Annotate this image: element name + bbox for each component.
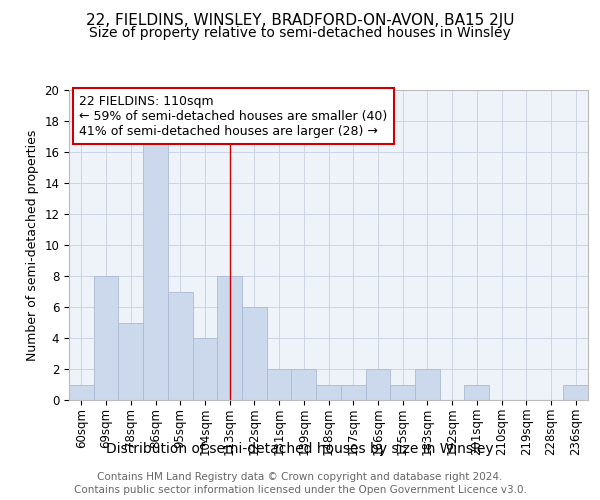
Bar [168,292,193,400]
Text: Distribution of semi-detached houses by size in Winsley: Distribution of semi-detached houses by … [106,442,494,456]
Bar [193,338,217,400]
Bar [415,369,440,400]
Bar [94,276,118,400]
Y-axis label: Number of semi-detached properties: Number of semi-detached properties [26,130,39,360]
Text: 22, FIELDINS, WINSLEY, BRADFORD-ON-AVON, BA15 2JU: 22, FIELDINS, WINSLEY, BRADFORD-ON-AVON,… [86,12,514,28]
Bar [242,307,267,400]
Bar [69,384,94,400]
Text: Size of property relative to semi-detached houses in Winsley: Size of property relative to semi-detach… [89,26,511,40]
Bar [118,322,143,400]
Text: Contains public sector information licensed under the Open Government Licence v3: Contains public sector information licen… [74,485,526,495]
Bar [390,384,415,400]
Text: 22 FIELDINS: 110sqm
← 59% of semi-detached houses are smaller (40)
41% of semi-d: 22 FIELDINS: 110sqm ← 59% of semi-detach… [79,94,388,138]
Bar [341,384,365,400]
Bar [563,384,588,400]
Bar [316,384,341,400]
Bar [217,276,242,400]
Bar [464,384,489,400]
Bar [267,369,292,400]
Text: Contains HM Land Registry data © Crown copyright and database right 2024.: Contains HM Land Registry data © Crown c… [97,472,503,482]
Bar [292,369,316,400]
Bar [365,369,390,400]
Bar [143,106,168,400]
